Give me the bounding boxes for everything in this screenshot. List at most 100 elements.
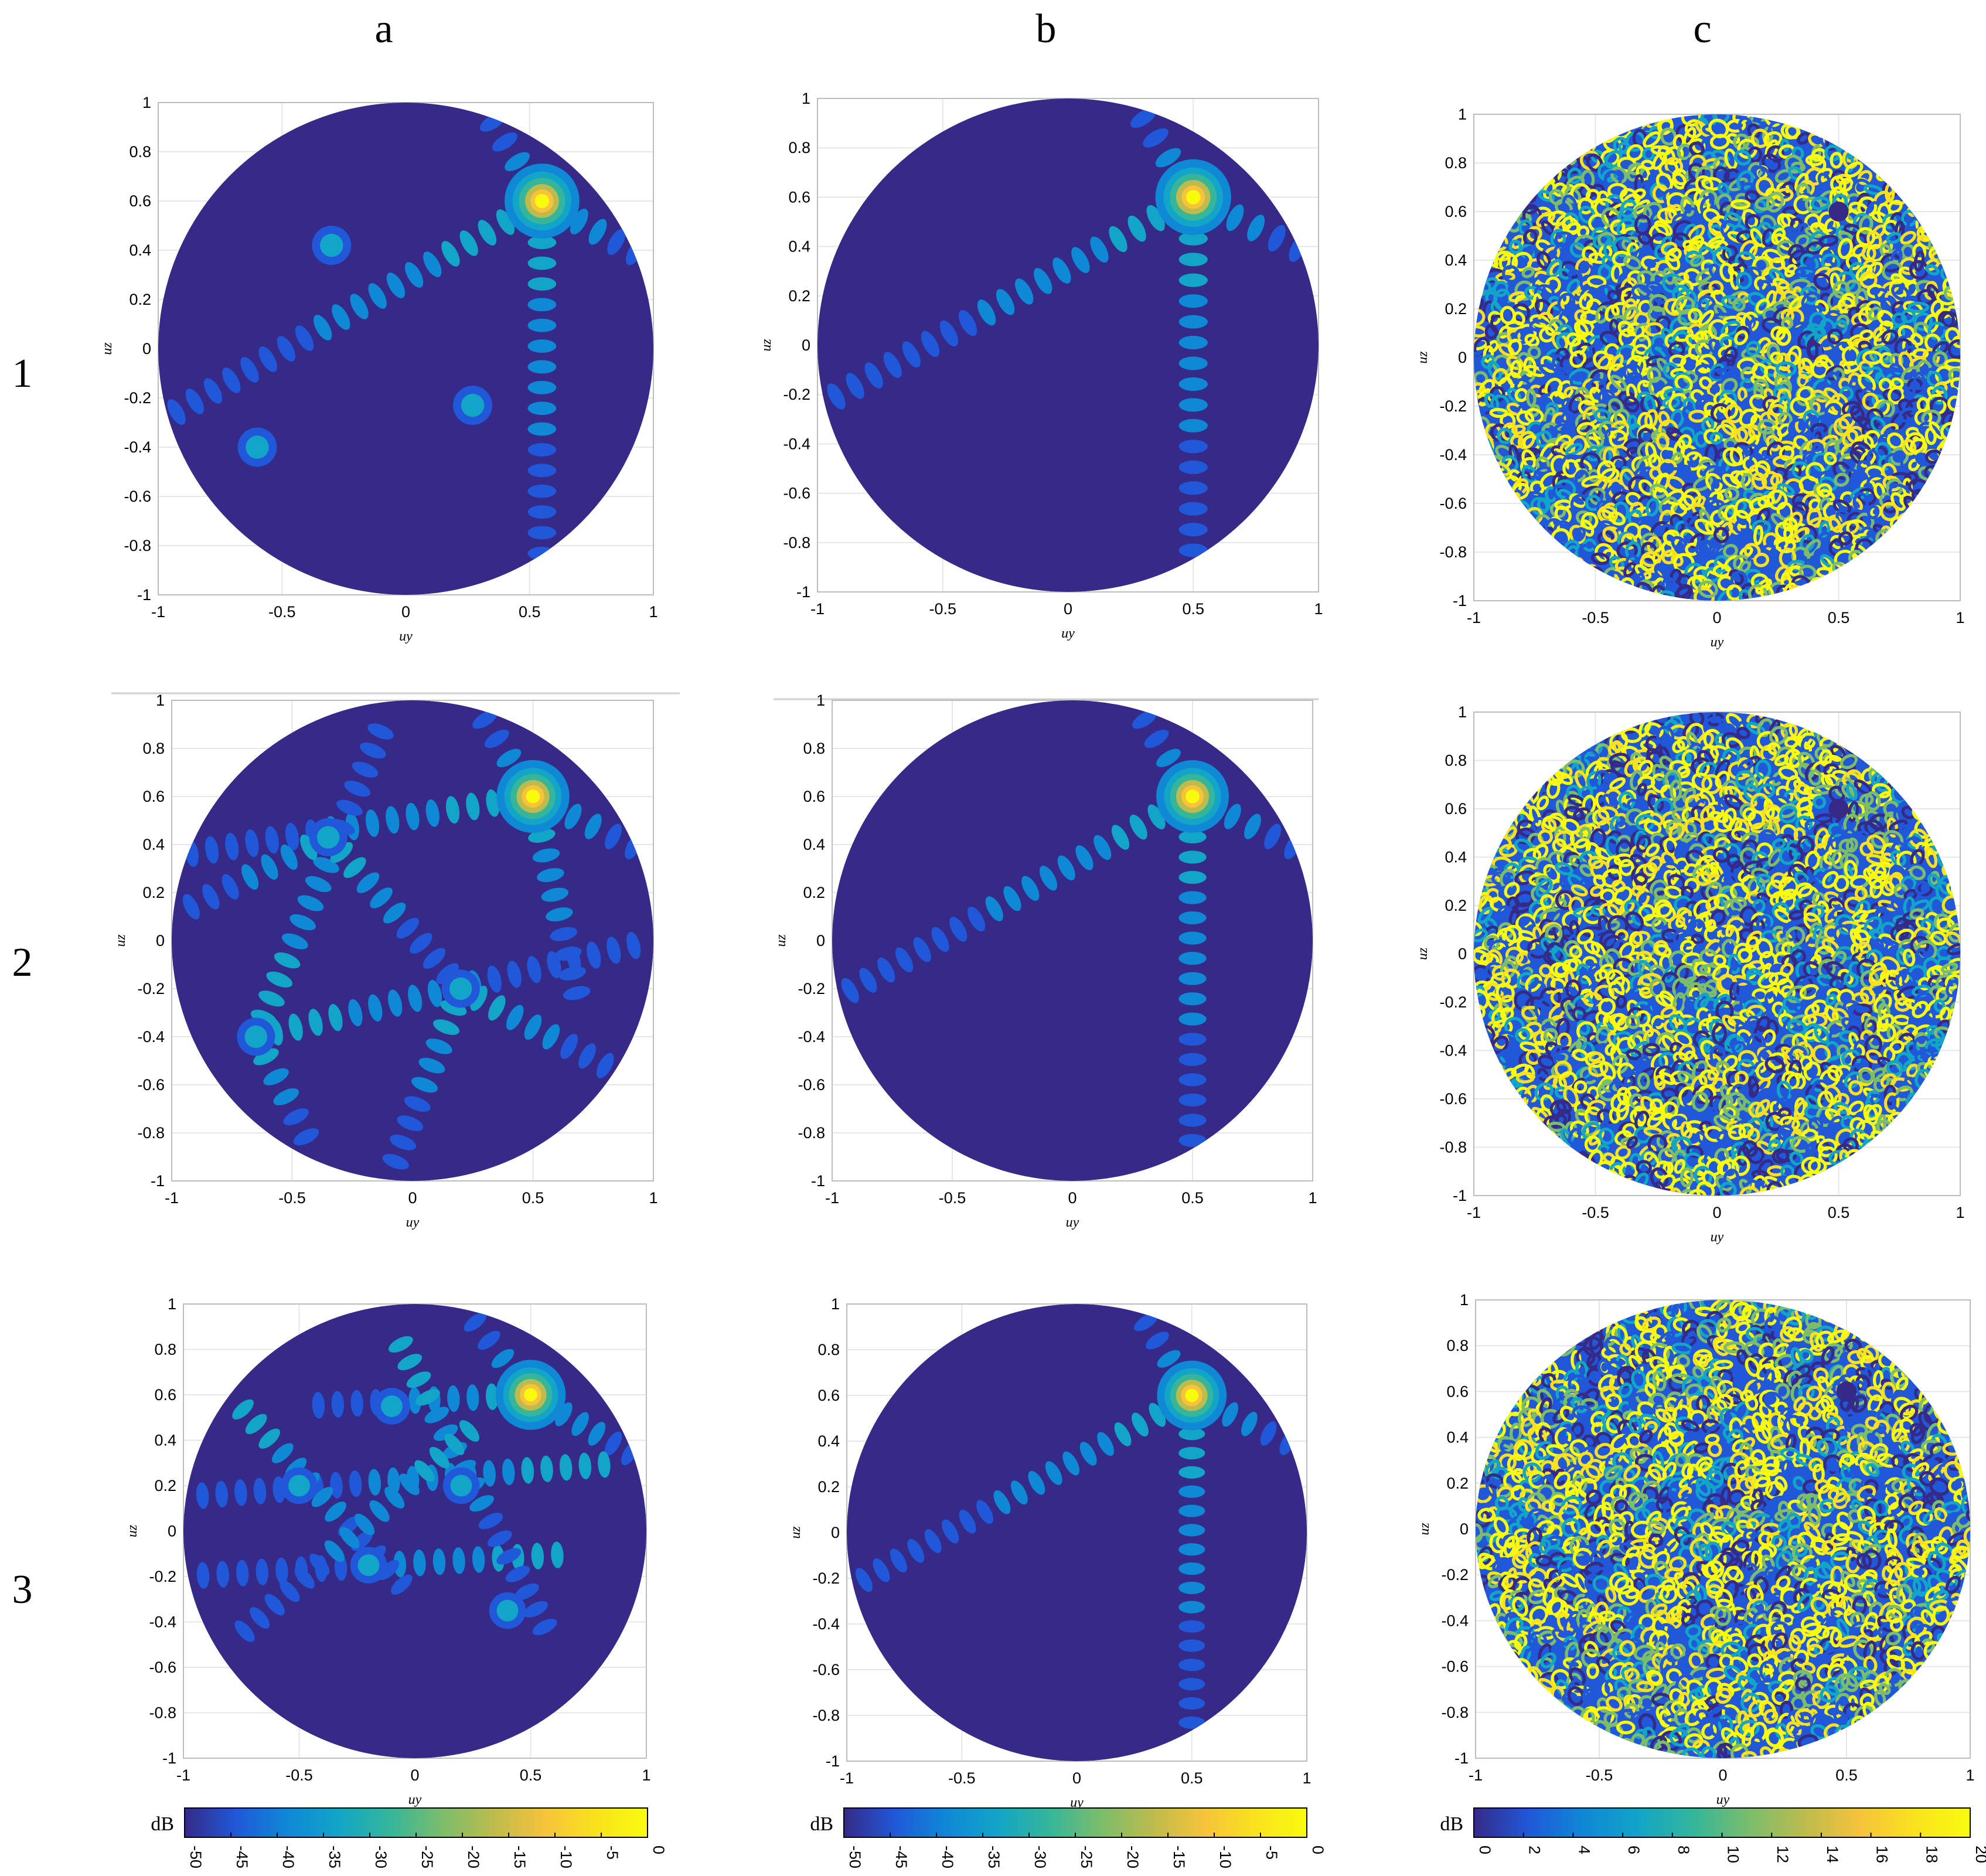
texture-ring bbox=[1922, 790, 1937, 810]
y-tick-label: -0.8 bbox=[149, 1704, 176, 1722]
texture-ring bbox=[1625, 541, 1641, 560]
sidelobe bbox=[864, 362, 883, 389]
texture-ring bbox=[1895, 1119, 1911, 1133]
texture-ring bbox=[1933, 173, 1953, 191]
texture-ring bbox=[1909, 581, 1929, 598]
texture-ring bbox=[1602, 794, 1618, 811]
texture-ring bbox=[1820, 721, 1838, 738]
texture-ring bbox=[1684, 877, 1700, 893]
texture-ring bbox=[1744, 1341, 1764, 1359]
texture-ring bbox=[1516, 727, 1531, 743]
sidelobe bbox=[1178, 1053, 1207, 1066]
texture-ring bbox=[1539, 987, 1562, 1007]
x-tick-label: -0.5 bbox=[929, 600, 956, 618]
y-tick-label: 0.6 bbox=[129, 192, 151, 210]
texture-ring bbox=[1579, 292, 1594, 311]
texture-ring bbox=[1750, 822, 1771, 833]
texture-ring bbox=[1514, 593, 1527, 601]
texture-ring bbox=[1935, 517, 1955, 533]
texture-ring bbox=[1808, 769, 1823, 786]
texture-ring bbox=[1789, 1059, 1802, 1079]
texture-ring bbox=[1815, 168, 1833, 183]
texture-ring bbox=[1698, 580, 1718, 598]
texture-ring bbox=[1681, 114, 1702, 127]
sidelobe bbox=[939, 320, 959, 347]
heatmap-panel-3b: -1-0.8-0.6-0.4-0.200.20.40.60.81-1 -0.5 0 0… bbox=[788, 1295, 1311, 1810]
texture-ring bbox=[1909, 438, 1927, 456]
texture-ring bbox=[1845, 735, 1862, 754]
texture-ring bbox=[1952, 250, 1960, 270]
sidelobe bbox=[1178, 440, 1208, 454]
texture-ring bbox=[1671, 213, 1690, 233]
grating-lobe bbox=[350, 1547, 387, 1584]
texture-ring bbox=[1523, 847, 1542, 863]
texture-ring bbox=[1847, 1350, 1865, 1364]
texture-ring bbox=[1548, 189, 1565, 206]
texture-ring bbox=[1719, 1105, 1737, 1123]
texture-ring bbox=[1573, 731, 1595, 744]
sidelobe bbox=[413, 1550, 426, 1577]
texture-ring bbox=[1487, 340, 1500, 353]
texture-ring bbox=[1623, 438, 1642, 455]
texture-ring bbox=[1603, 590, 1622, 601]
texture-ring bbox=[1935, 808, 1951, 829]
texture-ring bbox=[1495, 1138, 1511, 1151]
row-label-1: 1 bbox=[12, 351, 33, 396]
texture-ring bbox=[1499, 163, 1520, 182]
texture-ring bbox=[1481, 736, 1492, 754]
x-tick-label: -1 bbox=[825, 1189, 839, 1207]
main-beam-ring bbox=[526, 789, 540, 803]
texture-ring bbox=[1827, 328, 1843, 345]
texture-ring bbox=[1878, 721, 1894, 740]
texture-ring bbox=[1845, 783, 1858, 801]
sidelobe bbox=[827, 383, 846, 410]
sidelobe bbox=[399, 1473, 420, 1496]
texture-ring bbox=[1872, 588, 1888, 601]
texture-ring bbox=[1586, 771, 1602, 790]
y-tick-label: 1 bbox=[831, 1295, 840, 1313]
texture-ring bbox=[1476, 1339, 1486, 1355]
texture-ring bbox=[1554, 585, 1566, 599]
texture-ring bbox=[1474, 573, 1480, 591]
texture-ring bbox=[1694, 961, 1711, 978]
texture-ring bbox=[1475, 199, 1496, 220]
grating-lobe bbox=[237, 427, 277, 467]
sidelobe bbox=[877, 957, 895, 983]
texture-ring bbox=[1588, 1060, 1609, 1077]
sidelobe bbox=[527, 464, 557, 478]
texture-ring bbox=[1593, 770, 1611, 790]
texture-ring bbox=[1927, 536, 1946, 552]
sidelobe bbox=[977, 299, 996, 326]
texture-ring bbox=[1536, 251, 1551, 270]
texture-ring bbox=[1555, 1141, 1568, 1158]
texture-ring bbox=[1531, 158, 1546, 172]
texture-ring bbox=[1823, 849, 1842, 866]
texture-ring bbox=[1797, 264, 1810, 280]
texture-ring bbox=[1504, 734, 1517, 747]
texture-ring bbox=[1508, 239, 1522, 254]
texture-ring bbox=[1724, 486, 1740, 501]
sidelobe bbox=[487, 965, 502, 993]
circle-background bbox=[847, 1304, 1307, 1761]
texture-ring bbox=[1474, 712, 1493, 729]
texture-ring bbox=[1603, 1100, 1619, 1118]
texture-ring bbox=[1844, 1071, 1862, 1089]
sidelobe-line bbox=[1178, 211, 1208, 578]
texture-ring bbox=[1615, 995, 1627, 1009]
sidelobe bbox=[1178, 911, 1207, 925]
y-tick-label: 0.8 bbox=[788, 139, 810, 156]
texture-ring bbox=[1934, 748, 1952, 767]
texture-ring bbox=[1799, 984, 1820, 1000]
texture-ring bbox=[1563, 725, 1577, 743]
sidelobe bbox=[967, 906, 986, 932]
grating-lobe-core bbox=[449, 977, 472, 1000]
texture-ring bbox=[1900, 120, 1914, 134]
texture-ring bbox=[1672, 740, 1685, 754]
texture-ring bbox=[1810, 196, 1830, 210]
sidelobe bbox=[1149, 1402, 1166, 1427]
sidelobe bbox=[294, 1567, 315, 1589]
texture-ring bbox=[1598, 1127, 1615, 1145]
texture-ring bbox=[1871, 544, 1890, 561]
texture-ring bbox=[1902, 1312, 1916, 1327]
texture-ring bbox=[1515, 740, 1533, 757]
